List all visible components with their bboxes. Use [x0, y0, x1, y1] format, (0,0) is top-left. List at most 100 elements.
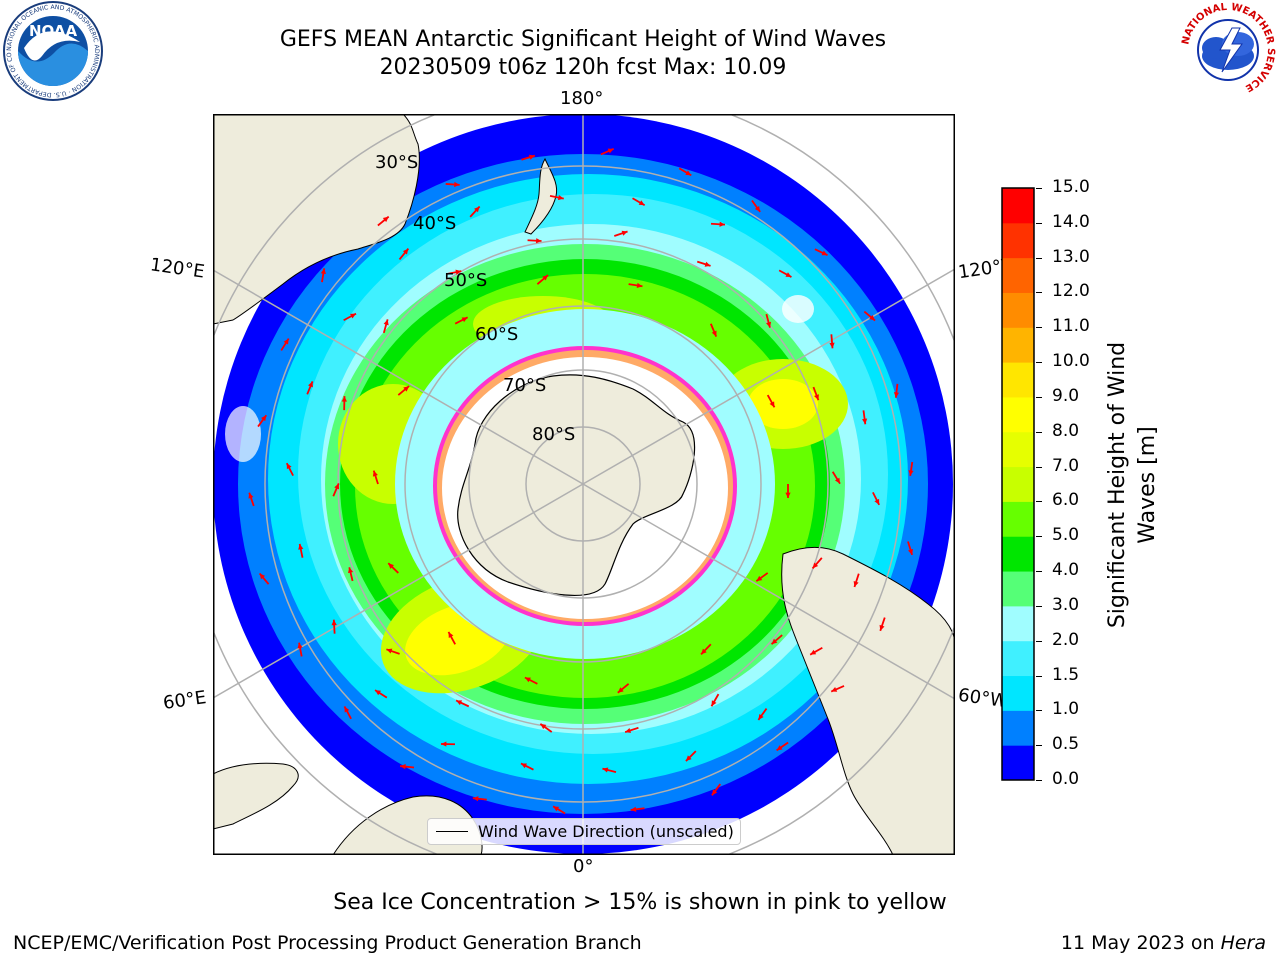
wind-wave-arrow [440, 741, 455, 747]
colorbar-tick-label: 7.0 [1052, 455, 1080, 476]
wind-wave-arrow [377, 215, 390, 227]
colorbar-tick-mark [1036, 501, 1042, 503]
wind-wave-arrow [628, 282, 643, 289]
wind-wave-arrow [398, 248, 410, 261]
wind-wave-arrow [755, 572, 769, 582]
colorbar-tick-label: 1.5 [1052, 664, 1080, 685]
wind-wave-arrow [757, 708, 768, 721]
wind-wave-arrow [297, 642, 303, 657]
colorbar-tick-mark [1036, 640, 1042, 642]
colorbar-tick-label: 15.0 [1052, 177, 1090, 197]
colorbar [1001, 187, 1035, 781]
wind-wave-arrow [397, 385, 410, 396]
wind-wave-arrow [527, 238, 542, 244]
colorbar-tick-label: 1.0 [1052, 699, 1080, 720]
wind-wave-arrow [320, 268, 326, 283]
wind-wave-arrow [285, 462, 294, 477]
wind-wave-arrow [630, 806, 645, 812]
lon-label-0: 0° [573, 856, 594, 877]
footer-branch: NCEP/EMC/Verification Post Processing Pr… [13, 932, 642, 954]
colorbar-segment [1002, 501, 1034, 537]
colorbar-tick-label: 11.0 [1052, 316, 1090, 337]
colorbar-tick-label: 0.0 [1052, 769, 1080, 789]
colorbar-tick-label: 6.0 [1052, 490, 1080, 511]
wind-wave-arrow [778, 269, 792, 278]
wind-wave-arrow [831, 471, 841, 485]
wind-wave-arrow [776, 741, 789, 752]
colorbar-segment [1002, 188, 1034, 224]
colorbar-tick-mark [1036, 571, 1042, 573]
wind-wave-arrow [600, 148, 615, 156]
colorbar-tick-label: 9.0 [1052, 385, 1080, 406]
wind-wave-arrow [624, 726, 639, 733]
sea-ice-note: Sea Ice Concentration > 15% is shown in … [333, 890, 947, 915]
colorbar-tick-mark [1036, 362, 1042, 364]
wind-wave-arrow [853, 573, 860, 588]
colorbar-tick-mark [1036, 292, 1042, 294]
colorbar-tick-mark [1036, 396, 1042, 398]
wind-wave-arrow [879, 617, 886, 632]
nws-logo: NATIONAL WEATHER SERVICE [1180, 2, 1276, 97]
footer-date-text: 11 May 2023 on [1060, 932, 1221, 954]
colorbar-tick-label: 0.5 [1052, 734, 1080, 755]
colorbar-segment [1002, 640, 1034, 677]
colorbar-segment [1002, 536, 1034, 572]
lon-label-60e: 60°E [161, 687, 208, 714]
wind-wave-arrow [770, 634, 783, 645]
wind-wave-arrow [829, 334, 835, 349]
colorbar-segment [1002, 605, 1034, 642]
wind-wave-arrow [685, 750, 697, 762]
wind-wave-arrow [521, 154, 536, 161]
wind-wave-arrow [700, 643, 712, 655]
wind-wave-arrow [343, 706, 352, 720]
wind-wave-arrow [455, 699, 470, 708]
wind-wave-arrow [280, 338, 290, 351]
wind-wave-arrow [766, 394, 776, 408]
wind-wave-arrow [812, 386, 820, 401]
colorbar-label-line1: Significant Height of Wind [1105, 341, 1130, 629]
wind-wave-arrow [331, 619, 337, 634]
wind-wave-arrow [709, 323, 718, 337]
colorbar-segment [1002, 466, 1034, 502]
footer-machine: Hera [1220, 932, 1266, 954]
wind-wave-arrow [258, 572, 270, 585]
colorbar-segment [1002, 292, 1034, 328]
colorbar-tick-mark [1036, 431, 1042, 433]
colorbar-segment [1002, 362, 1034, 398]
wind-wave-arrow [814, 248, 828, 256]
wind-wave-arrow [863, 310, 876, 322]
wind-wave-arrows [248, 148, 914, 815]
colorbar-ticks: 0.0 0.5 1.0 1.5 2.0 3.0 4.0 5.0 6.0 7.0 8.0 9.0 10.0… [1036, 0, 1096, 960]
wind-wave-arrow [400, 764, 415, 770]
chart-title: GEFS MEAN Antarctic Significant Height o… [279, 27, 887, 52]
lat-label-40s: 40°S [413, 213, 457, 234]
colorbar-tick-label: 5.0 [1052, 525, 1080, 546]
colorbar-tick-label: 3.0 [1052, 594, 1080, 615]
colorbar-tick-mark [1036, 536, 1042, 538]
wind-wave-arrow [549, 194, 564, 201]
colorbar-tick-label: 12.0 [1052, 281, 1090, 302]
wind-wave-arrow [613, 230, 628, 237]
colorbar-tick-label: 14.0 [1052, 211, 1090, 232]
wind-wave-arrow [811, 557, 823, 569]
colorbar-tick-mark [1036, 745, 1042, 747]
colorbar-tick-mark [1036, 327, 1042, 329]
wind-wave-arrow [907, 541, 913, 556]
noaa-logo: NATIONAL OCEANIC AND ATMOSPHERIC ADMINIS… [2, 0, 103, 101]
wind-wave-arrow [332, 483, 340, 497]
colorbar-tick-mark [1036, 780, 1042, 781]
chart-subtitle: 20230509 t06z 120h fcst Max: 10.09 [379, 55, 787, 80]
wind-wave-arrow [536, 274, 549, 285]
lon-label-120e: 120°E [148, 254, 206, 283]
wind-wave-arrow [785, 484, 791, 498]
lat-label-50s: 50°S [444, 270, 488, 291]
wind-wave-arrow [751, 200, 761, 213]
wind-wave-arrow [710, 693, 720, 707]
colorbar-segment [1002, 745, 1034, 781]
legend-label: Wind Wave Direction (unscaled) [478, 822, 734, 841]
colorbar-tick-label: 8.0 [1052, 420, 1080, 441]
wind-wave-arrow [454, 316, 469, 325]
wind-wave-arrow [711, 783, 722, 796]
wind-wave-arrow [632, 197, 646, 207]
colorbar-segment [1002, 257, 1034, 293]
